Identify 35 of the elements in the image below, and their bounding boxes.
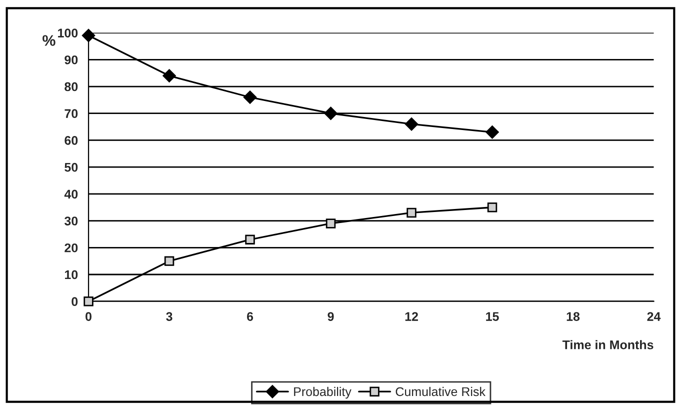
y-tick-label: 40 [64, 190, 78, 199]
y-axis-title: % [42, 35, 56, 46]
y-tick-label: 10 [65, 270, 78, 280]
point [486, 126, 499, 139]
y-tick-label: 70 [64, 109, 78, 118]
x-tick-label: 15 [486, 312, 499, 321]
point [162, 69, 176, 82]
x-axis-title: Time in Months [562, 340, 654, 350]
point [406, 208, 416, 218]
x-tick-label: 6 [247, 312, 254, 321]
x-tick-label: 9 [328, 312, 334, 321]
y-tick-label: 0 [72, 297, 78, 306]
y-tick-label: 20 [64, 243, 78, 252]
point [326, 218, 336, 228]
x-tick-label: 24 [647, 312, 661, 321]
y-tick-label: 30 [64, 216, 78, 226]
point [84, 296, 94, 306]
point [487, 202, 498, 212]
point [243, 90, 257, 104]
y-tick-label: 50 [64, 162, 78, 172]
y-tick-label: 80 [64, 82, 78, 92]
point [164, 256, 174, 266]
y-tick-label: 100 [58, 28, 78, 38]
x-tick-label: 12 [405, 312, 418, 321]
x-tick-label: 0 [86, 312, 92, 321]
y-tick-label: 90 [64, 55, 78, 64]
legend-label: Cumulative Risk [396, 386, 486, 396]
legend-label: Probability [294, 386, 352, 399]
y-tick-label: 60 [64, 136, 78, 145]
point [404, 118, 418, 131]
point [82, 28, 96, 42]
point [245, 234, 255, 244]
x-tick-label: 3 [166, 312, 172, 321]
point [324, 106, 338, 120]
x-tick-label: 18 [566, 312, 580, 321]
